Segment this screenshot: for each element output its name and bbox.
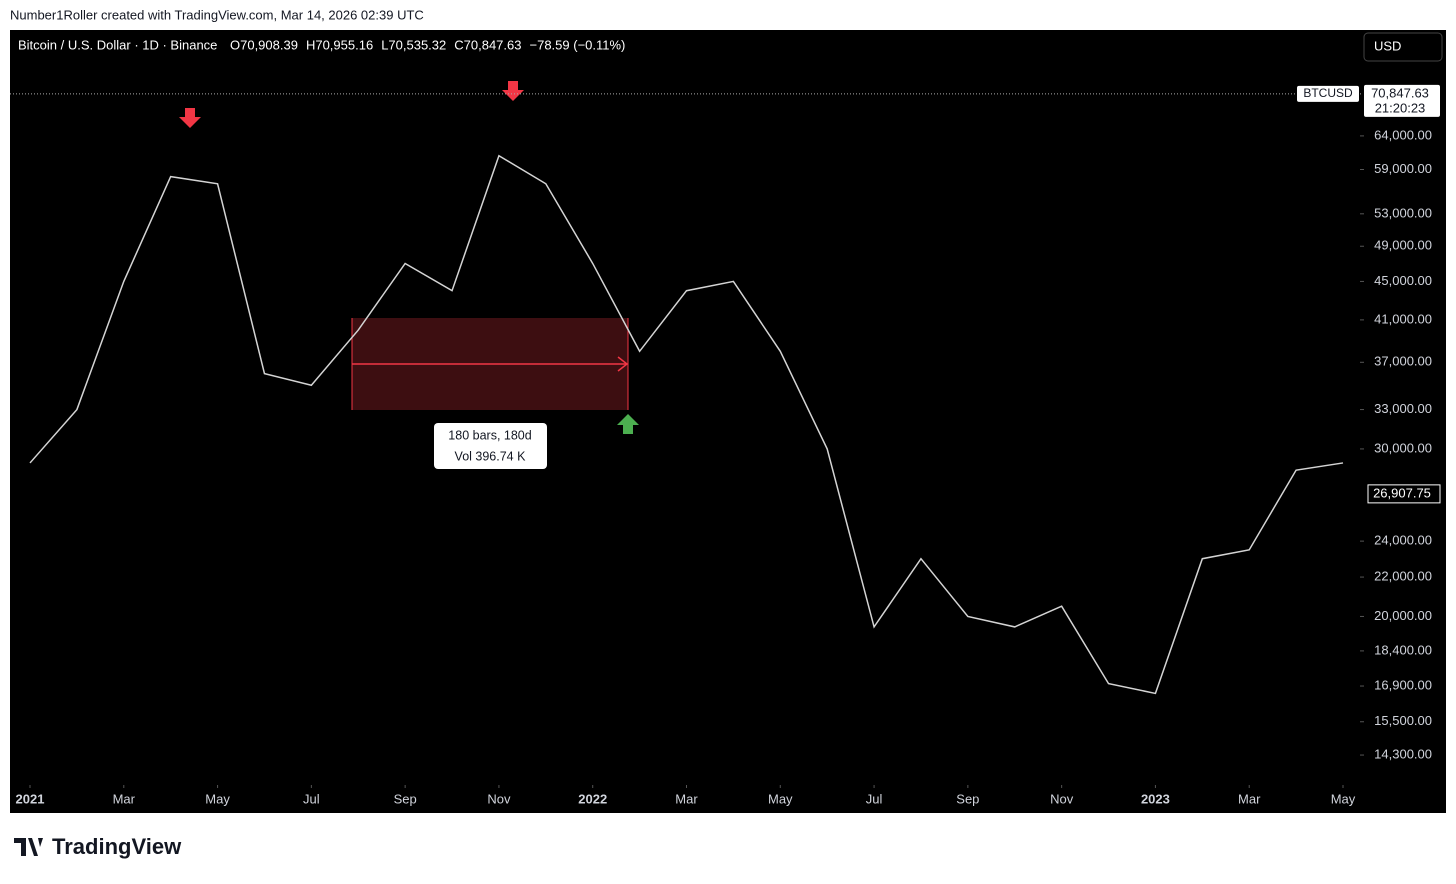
x-tick-label: Mar [113,791,136,806]
y-tick-label: 49,000.00 [1374,238,1432,253]
measure-tooltip [434,423,547,469]
x-tick-label: Jul [303,791,320,806]
logo: TradingView [52,834,182,859]
x-tick-label: 2023 [1141,791,1170,806]
y-tick-label: 45,000.00 [1374,273,1432,288]
ohlc: O70,908.39 H70,955.16 L70,535.32 C70,847.63… [230,37,625,52]
x-tick-label: Nov [1050,791,1074,806]
symbol: Bitcoin / U.S. Dollar · 1D · Binance [18,37,217,52]
symbol-tag-label: BTCUSD [1303,86,1353,100]
price-tag-label: 70,847.63 [1371,85,1429,100]
sell-arrow [179,108,201,128]
buy-arrow [617,414,639,434]
x-tick-label: May [205,791,230,806]
y-tick-label: 16,900.00 [1374,677,1432,692]
y-tick-label: 59,000.00 [1374,161,1432,176]
ohlc-value: L70,535.32 [381,37,446,52]
credit: Number1Roller created with TradingView.c… [10,7,424,22]
y-tick-label: 41,000.00 [1374,311,1432,326]
y-tick-label: 20,000.00 [1374,608,1432,623]
x-tick-label: Jul [866,791,883,806]
measure-bars: 180 bars, 180d [448,428,531,442]
x-tick-label: May [768,791,793,806]
x-tick-label: Mar [1238,791,1261,806]
countdown: 21:20:23 [1375,100,1426,115]
price-tag [1364,84,1440,117]
x-tick-label: Mar [675,791,698,806]
x-tick-label: Sep [394,791,417,806]
y-tick-label: 22,000.00 [1374,569,1432,584]
x-tick-label: Sep [956,791,979,806]
chart-panel [10,30,1446,813]
last-close-tag [1367,484,1441,504]
ohlc-value: H70,955.16 [306,37,373,52]
sell-arrow [502,81,524,101]
x-tick-label: May [1331,791,1356,806]
ohlc-value: C70,847.63 [454,37,521,52]
x-tick-label: Nov [487,791,511,806]
last-close-label: 26,907.75 [1373,485,1431,500]
measure-arrowhead [617,356,629,372]
y-tick-label: 30,000.00 [1374,440,1432,455]
measure-volume: Vol 396.74 K [455,449,527,463]
y-tick-label: 15,500.00 [1374,713,1432,728]
ohlc-value: O70,908.39 [230,37,298,52]
y-tick-label: 18,400.00 [1374,642,1432,657]
symbol-tag [1297,85,1359,102]
y-tick-label: 33,000.00 [1374,401,1432,416]
currency-label: USD [1374,38,1401,53]
currency-button[interactable] [1363,32,1443,62]
x-tick-label: 2021 [16,791,45,806]
y-tick-label: 64,000.00 [1374,127,1432,142]
logo-icon [14,838,43,856]
y-tick-label: 37,000.00 [1374,354,1432,369]
price-line [29,154,1344,695]
y-tick-label: 24,000.00 [1374,533,1432,548]
plot: 64,000.00 59,000.00 53,000.00 49,000.00 45,0… [10,84,1441,806]
y-tick-label: 14,300.00 [1374,746,1432,761]
x-tick-label: 2022 [578,791,607,806]
ohlc-value: −78.59 (−0.11%) [530,37,626,52]
y-tick-label: 53,000.00 [1374,205,1432,220]
